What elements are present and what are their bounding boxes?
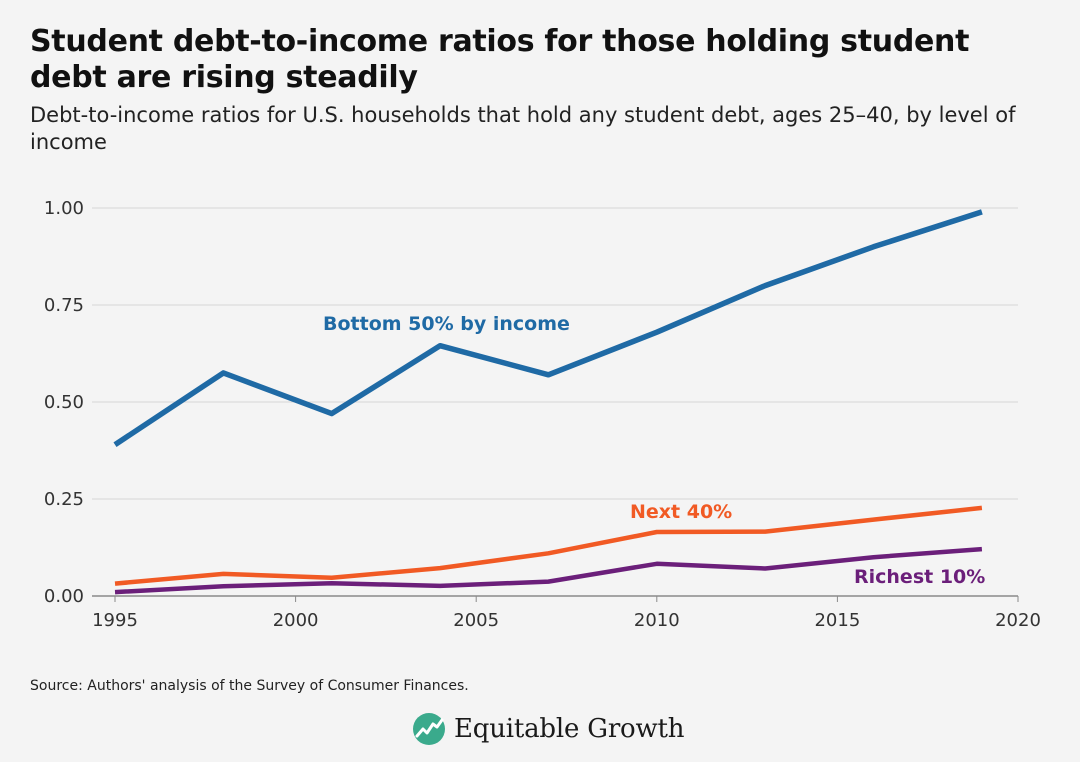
chart-title: Student debt-to-income ratios for those … — [30, 24, 970, 95]
chart-subtitle: Debt-to-income ratios for U.S. household… — [30, 103, 1016, 154]
series-label-richest-10: Richest 10% — [854, 566, 985, 588]
growth-chart-icon — [413, 713, 445, 745]
y-tick-label: 0.25 — [44, 489, 84, 510]
x-axis-labels: 1995 2000 2005 2010 2015 2020 — [92, 596, 1041, 631]
source-note: Source: Authors' analysis of the Survey … — [30, 678, 469, 694]
x-tick-label: 2015 — [814, 610, 860, 631]
x-tick-label: 1995 — [92, 610, 138, 631]
y-tick-label: 0.75 — [44, 295, 84, 316]
x-tick-label: 2020 — [995, 610, 1041, 631]
logo: Equitable Growth — [412, 712, 685, 746]
series-line-0 — [113, 209, 983, 447]
series-label-bottom-50: Bottom 50% by income — [323, 313, 570, 335]
series-label-next-40: Next 40% — [630, 501, 732, 523]
y-tick-label: 0.00 — [44, 586, 84, 607]
y-axis-labels: 0.00 0.25 0.50 0.75 1.00 — [44, 198, 84, 607]
grid-lines — [92, 207, 1018, 597]
series-line-1 — [114, 505, 983, 586]
logo-text: Equitable Growth — [454, 714, 685, 744]
x-tick-label: 2005 — [453, 610, 499, 631]
series-labels: Bottom 50% by income Next 40% Richest 10… — [323, 313, 985, 588]
line-chart: 0.00 0.25 0.50 0.75 1.00 1995 2000 2005 2010 201… — [44, 198, 1041, 631]
x-tick-label: 2000 — [273, 610, 319, 631]
y-tick-label: 1.00 — [44, 198, 84, 219]
series-lines — [113, 209, 983, 595]
x-tick-label: 2010 — [634, 610, 680, 631]
series-line-2 — [114, 546, 983, 595]
y-tick-label: 0.50 — [44, 392, 84, 413]
